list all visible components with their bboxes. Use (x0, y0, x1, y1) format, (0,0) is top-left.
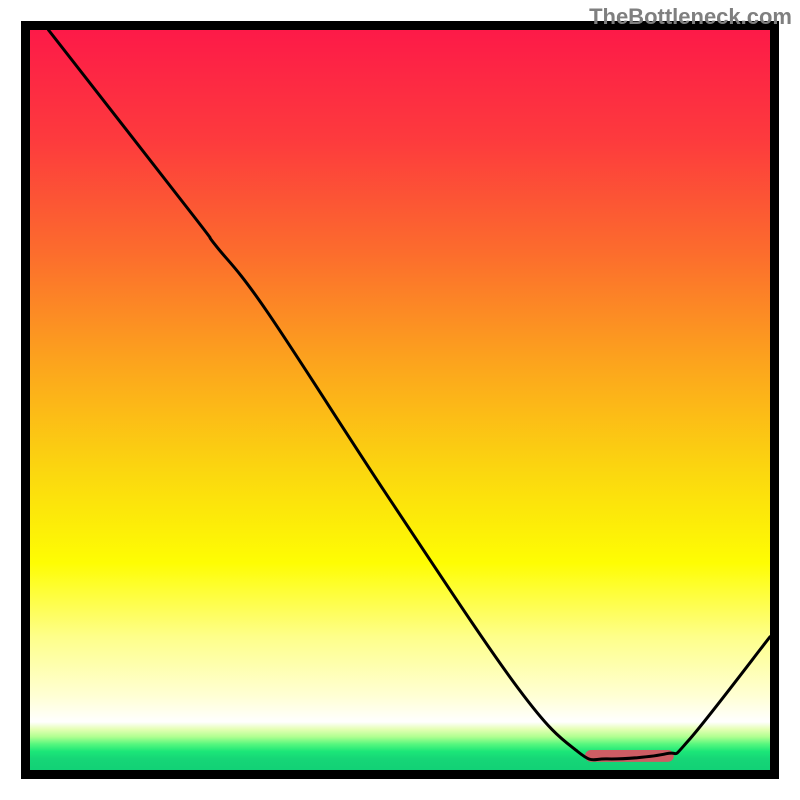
watermark-text: TheBottleneck.com (589, 4, 792, 30)
chart-container: TheBottleneck.com (0, 0, 800, 800)
gradient-background (30, 30, 770, 770)
bottleneck-chart (0, 0, 800, 800)
